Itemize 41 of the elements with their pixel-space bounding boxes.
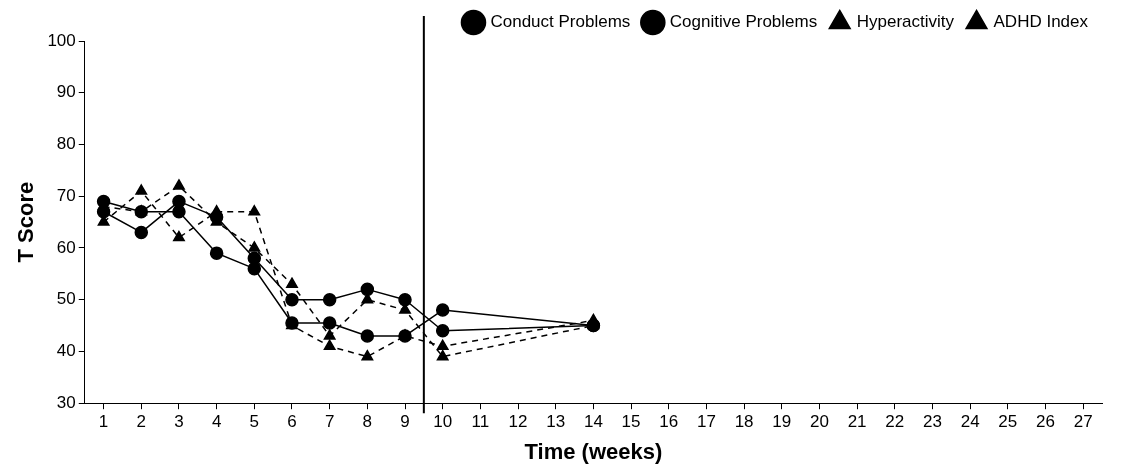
y-tick-label: 100 bbox=[47, 30, 76, 50]
x-tick-label: 11 bbox=[471, 412, 490, 432]
y-tick-label: 30 bbox=[56, 392, 76, 412]
x-tick-label: 19 bbox=[772, 412, 792, 432]
x-tick-label: 26 bbox=[1036, 412, 1055, 432]
x-tick-label: 6 bbox=[287, 412, 297, 432]
legend-label: Hyperactivity bbox=[856, 12, 955, 32]
x-tick-label: 9 bbox=[400, 412, 410, 432]
y-tick-label: 60 bbox=[56, 237, 76, 257]
x-tick-label: 2 bbox=[136, 412, 147, 432]
x-tick-label: 15 bbox=[621, 412, 641, 432]
y-tick-label: 80 bbox=[56, 134, 76, 154]
x-tick-label: 27 bbox=[1073, 412, 1093, 432]
legend-label: Cognitive Problems bbox=[669, 12, 818, 32]
x-tick-label: 18 bbox=[734, 412, 754, 432]
x-tick-label: 22 bbox=[885, 412, 905, 432]
x-tick-label: 8 bbox=[362, 412, 373, 432]
x-tick-label: 3 bbox=[174, 412, 184, 432]
x-tick-label: 24 bbox=[960, 412, 980, 432]
x-tick-label: 20 bbox=[809, 412, 829, 432]
x-tick-label: 13 bbox=[546, 412, 566, 432]
x-tick-label: 14 bbox=[583, 412, 603, 432]
x-tick-label: 25 bbox=[998, 412, 1018, 432]
x-tick-label: 21 bbox=[847, 412, 867, 432]
y-tick-label: 90 bbox=[56, 82, 76, 102]
x-tick-label: 7 bbox=[324, 412, 335, 432]
x-tick-label: 16 bbox=[659, 412, 679, 432]
x-tick-label: 12 bbox=[508, 412, 528, 432]
y-tick-label: 70 bbox=[56, 185, 76, 205]
x-tick-label: 17 bbox=[696, 412, 716, 432]
legend-label: ADHD Index bbox=[993, 12, 1089, 32]
y-axis-title: T Score bbox=[13, 181, 39, 263]
y-tick-label: 40 bbox=[56, 341, 76, 361]
x-tick-label: 5 bbox=[249, 412, 260, 432]
x-tick-label: 23 bbox=[923, 412, 942, 432]
x-tick-label: 1 bbox=[98, 412, 109, 432]
x-tick-label: 4 bbox=[211, 412, 222, 432]
y-tick-label: 50 bbox=[56, 289, 76, 309]
legend-label: Conduct Problems bbox=[490, 12, 631, 32]
x-axis-title: Time (weeks) bbox=[524, 438, 663, 464]
x-tick-label: 10 bbox=[433, 412, 453, 432]
